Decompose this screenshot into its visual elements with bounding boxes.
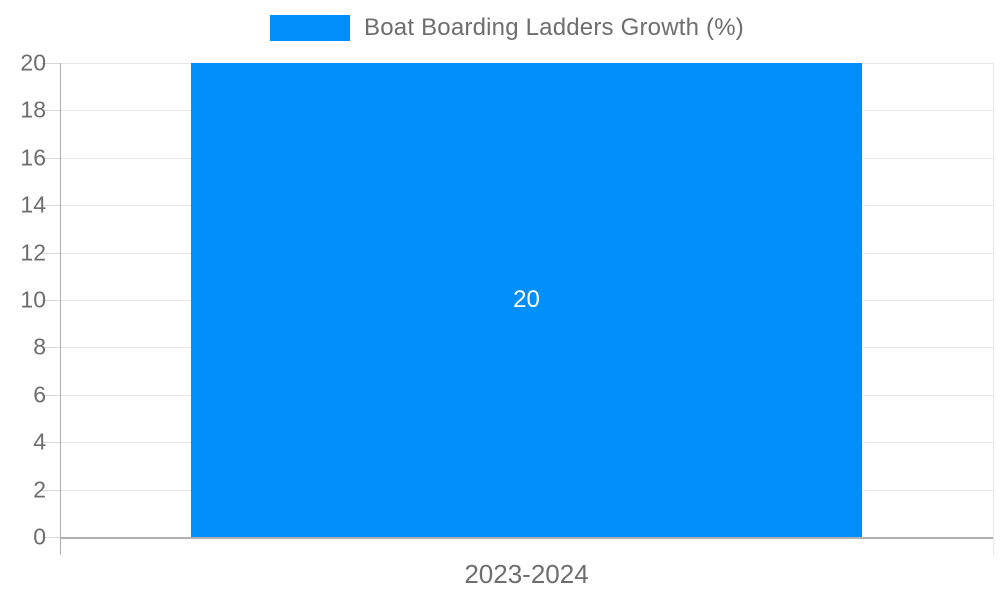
y-axis-label: 12 [20, 239, 46, 266]
y-axis-label: 2 [33, 476, 46, 503]
y-axis-tick [42, 300, 60, 301]
chart-legend: Boat Boarding Ladders Growth (%) [0, 14, 1000, 42]
plot-right-border [993, 63, 994, 555]
y-axis-tick [42, 347, 60, 349]
y-axis-line [60, 63, 61, 555]
y-axis-tick [42, 205, 60, 207]
legend-swatch-icon [270, 15, 351, 41]
y-axis-label: 4 [33, 428, 46, 455]
legend-item[interactable]: Boat Boarding Ladders Growth (%) [270, 14, 744, 42]
y-axis-tick [42, 394, 60, 396]
y-axis-label: 0 [33, 523, 46, 550]
y-axis-label: 8 [33, 333, 46, 360]
y-axis-label: 14 [20, 191, 46, 218]
y-axis-label: 16 [20, 144, 46, 171]
legend-label: Boat Boarding Ladders Growth (%) [364, 14, 744, 41]
x-axis-baseline [60, 536, 993, 539]
x-axis-category-label: 2023-2024 [464, 559, 589, 589]
y-axis-tick [42, 537, 60, 538]
y-axis-label: 10 [20, 286, 46, 313]
y-axis-tick [42, 63, 60, 64]
y-axis-tick [42, 442, 60, 444]
y-axis-label: 6 [33, 381, 46, 408]
y-axis-tick [42, 157, 60, 159]
bar-2023-2024[interactable]: 20 [190, 63, 863, 537]
y-axis-label: 18 [20, 96, 46, 123]
y-axis-label: 20 [20, 49, 46, 76]
y-axis-tick [42, 489, 60, 491]
y-axis-tick [42, 252, 60, 254]
plot-area: 20 [42, 63, 993, 538]
bar-data-label: 20 [513, 286, 540, 313]
y-axis-tick [42, 110, 60, 112]
